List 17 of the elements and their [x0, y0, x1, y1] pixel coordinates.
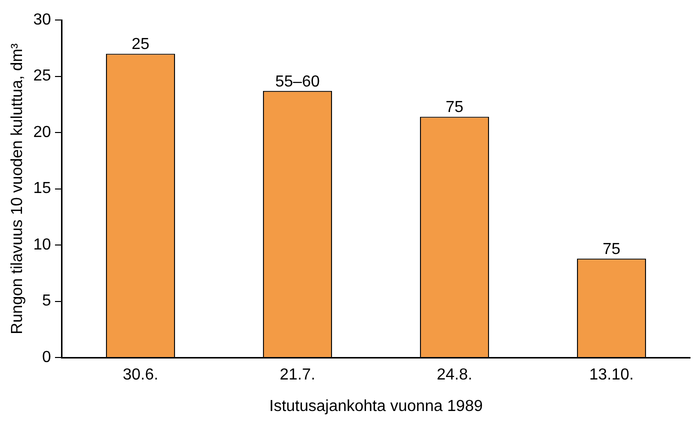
y-tick-label: 5 — [42, 292, 52, 310]
x-tick-label: 30.6. — [122, 366, 158, 384]
x-tick-label: 24.8. — [436, 366, 472, 384]
annotation: 75 — [602, 240, 620, 258]
x-tick-label: 21.7. — [280, 366, 316, 384]
y-tick-label: 0 — [42, 349, 52, 366]
x-tick-label: 13.10. — [589, 366, 634, 384]
y-tick-label: 15 — [33, 180, 52, 198]
y-tick-label: 30 — [33, 11, 52, 28]
y-axis-title: Rungon tilavuus 10 vuoden kuluttua, dm³ — [9, 42, 26, 334]
y-tick-label: 25 — [33, 68, 52, 85]
annotation: 75 — [446, 99, 464, 116]
annotation: 55–60 — [275, 73, 320, 90]
x-axis-title: Istutusajankohta vuonna 1989 — [269, 398, 483, 415]
y-tick-label: 20 — [33, 124, 52, 141]
y-tick-label: 10 — [33, 236, 52, 254]
annotation: 25 — [132, 36, 150, 54]
